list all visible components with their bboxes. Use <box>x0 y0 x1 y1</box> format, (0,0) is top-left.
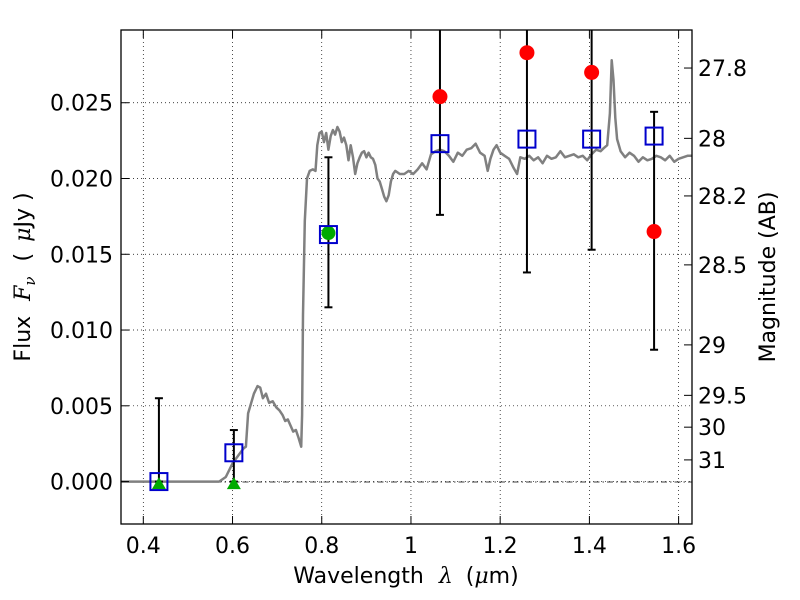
y-tick-label: 0.000 <box>50 471 113 496</box>
model-band-flux-square <box>224 443 244 463</box>
y-axis-units-open: ( <box>11 253 36 262</box>
x-axis-units-rest: m) <box>489 564 519 589</box>
points-layer <box>149 30 664 492</box>
y-axis-units-mu: μ <box>11 228 36 242</box>
magnitude-tick-label: 28.2 <box>698 185 747 210</box>
magnitude-tick-label: 27.8 <box>698 57 747 82</box>
x-axis-label: Wavelength λ (μm) <box>293 564 518 589</box>
y-tick-label: 0.015 <box>50 243 113 268</box>
observed-flux-point <box>584 64 600 80</box>
axes-layer: 0.4 0.6 0.8 1 1.2 1.4 1.6 0.000 0.005 0.010 0.015 0… <box>50 30 747 559</box>
x-axis-label-text: Wavelength <box>293 564 424 589</box>
grid-lines <box>121 30 692 524</box>
y-axis-flux-subscript: ν <box>21 276 39 285</box>
x-tick-label: 0.6 <box>215 534 250 559</box>
x-tick-label: 1.6 <box>661 534 696 559</box>
x-axis-units-open: ( <box>466 564 475 589</box>
model-band-flux-square <box>517 129 537 149</box>
spectrum-layer <box>121 59 692 483</box>
y-tick-label: 0.025 <box>50 92 113 117</box>
y-axis-units-rest: Jy ) <box>11 192 36 229</box>
y-tick-label: 0.020 <box>50 168 113 193</box>
magnitude-tick-label: 29.5 <box>698 384 747 409</box>
y-axis-flux-symbol: F <box>11 285 36 302</box>
model-band-flux-square <box>318 225 338 245</box>
plot-frame <box>120 29 693 525</box>
x-axis-lambda-symbol: λ <box>438 564 453 589</box>
observed-flux-point <box>519 45 535 61</box>
observed-flux-point <box>432 89 448 105</box>
x-axis-units-mu: μ <box>474 564 488 589</box>
y-axis-label-text: Flux <box>11 316 36 362</box>
y-tick-label: 0.005 <box>50 395 113 420</box>
green-detection-point <box>321 226 336 241</box>
magnitude-tick-label: 30 <box>698 416 726 441</box>
x-tick-label: 0.4 <box>126 534 161 559</box>
upper-limit-triangle <box>226 477 241 490</box>
model-band-flux-square <box>582 129 602 149</box>
x-tick-label: 1 <box>404 534 418 559</box>
model-band-flux-square <box>430 134 450 154</box>
magnitude-tick-label: 31 <box>698 449 726 474</box>
magnitude-axis-label: Magnitude (AB) <box>756 192 781 363</box>
model-band-flux-square <box>149 472 169 492</box>
model-spectrum-line <box>121 59 692 483</box>
x-tick-label: 0.8 <box>304 534 339 559</box>
y-axis-label: Flux Fν ( μJy ) <box>11 192 41 361</box>
magnitude-tick-label: 29 <box>698 334 726 359</box>
magnitude-tick-label: 28 <box>698 127 726 152</box>
model-band-flux-square <box>644 126 664 146</box>
upper-limit-triangle <box>151 477 166 490</box>
observed-flux-point <box>646 224 662 240</box>
x-tick-label: 1.4 <box>572 534 607 559</box>
magnitude-tick-label: 28.5 <box>698 254 747 279</box>
x-tick-label: 1.2 <box>483 534 518 559</box>
y-tick-label: 0.010 <box>50 319 113 344</box>
